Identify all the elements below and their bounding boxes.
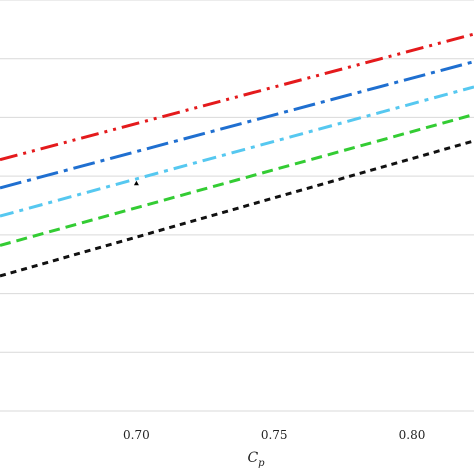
series-line-4: [0, 113, 474, 247]
triangle-marker: [133, 180, 139, 186]
series-layer: [0, 32, 474, 278]
x-tick-label: 0.75: [261, 428, 288, 442]
x-tick-label: 0.80: [399, 428, 426, 442]
x-tick-label: 0.70: [123, 428, 150, 442]
series-line-1: [0, 32, 474, 162]
marker-layer: [133, 180, 139, 186]
tick-layer: 0.70 0.75 0.80: [123, 428, 425, 442]
series-line-2: [0, 60, 474, 190]
series-line-5: [0, 139, 474, 278]
grid-layer: [0, 0, 474, 412]
series-line-3: [0, 85, 474, 218]
x-axis-label: Cp: [247, 450, 265, 469]
